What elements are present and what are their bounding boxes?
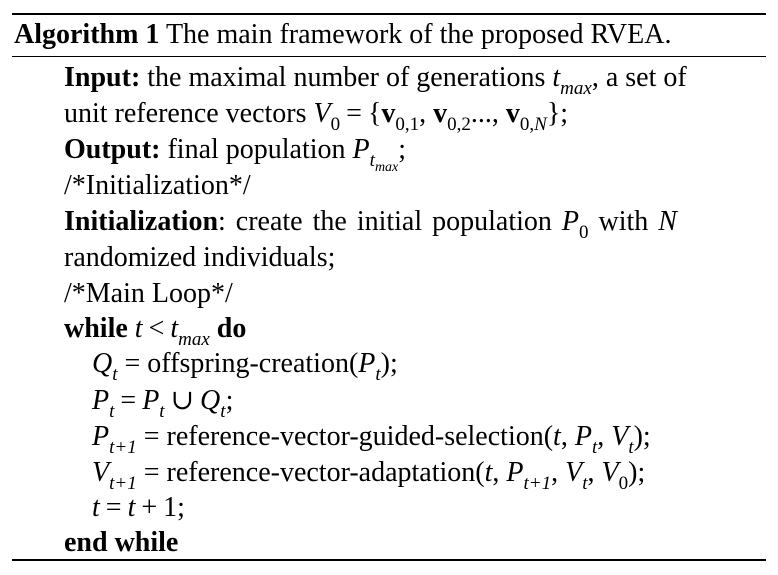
line-text: , a set of: [591, 62, 687, 93]
math-n: N: [658, 206, 677, 237]
math-loop-condition: t < tmax: [134, 313, 210, 350]
line-text: the maximal number of generations: [147, 62, 546, 93]
line-text: ;: [225, 385, 234, 416]
math-p0: P: [561, 206, 580, 237]
line-content: Initialization: create the initial popul…: [64, 206, 677, 243]
top-rule: [12, 13, 766, 15]
line-text: = offspring-creation(: [124, 348, 359, 379]
math-pt1: Pt+1: [92, 421, 137, 458]
math-qt: Qt: [92, 348, 118, 385]
line-content: t = t +1;: [92, 490, 185, 526]
line-content: Vt+1 = reference-vector-adaptation(t, Pt…: [92, 455, 646, 494]
line-content: Pt = Pt ∪ Qt;: [92, 383, 234, 422]
caption-text: The main framework of the proposed RVEA.: [165, 19, 672, 50]
line-text: with: [598, 206, 649, 237]
line-content: Qt = offspring-creation(Pt);: [92, 346, 398, 385]
line-text: : create the initial population: [218, 206, 552, 237]
line-text: final population: [167, 134, 346, 165]
line-text: = reference-vector-adaptation(: [143, 457, 485, 488]
line-content: unit reference vectors V0 = {v0,1, v0,2...…: [64, 96, 569, 135]
line-text: );: [380, 348, 398, 379]
math-vt1: Vt+1: [92, 457, 137, 494]
keyword-end-while: end while: [64, 527, 179, 558]
keyword-do: do: [216, 313, 247, 344]
line-text: unit reference vectors: [64, 98, 307, 129]
line-text: ;: [560, 98, 569, 129]
line-text: );: [628, 457, 646, 488]
math-union: Pt = Pt ∪ Qt: [92, 385, 226, 422]
caption-label: Algorithm 1: [14, 19, 160, 50]
math-args: t, Pt, Vt: [553, 421, 634, 458]
keyword-initialization: Initialization: [64, 206, 219, 237]
algorithm-box: Algorithm 1 The main framework of the pr…: [12, 0, 766, 575]
bottom-rule: [12, 559, 766, 561]
keyword-while: while: [64, 313, 128, 344]
line-text: ;: [177, 492, 185, 523]
math-args: t, Pt+1, Vt, V0: [484, 457, 629, 494]
line-content: Input: the maximal number of generations…: [64, 60, 687, 99]
math-p-tmax: Ptmax: [352, 134, 399, 175]
math-increment: t = t +1: [92, 492, 178, 523]
line-text: );: [633, 421, 651, 452]
caption-rule: [12, 56, 766, 57]
line-comment: /*Main Loop*/: [64, 278, 233, 309]
keyword-input: Input:: [64, 62, 141, 93]
algorithm-caption: Algorithm 1 The main framework of the pr…: [14, 17, 671, 53]
line-text: ;: [398, 134, 407, 165]
math-tmax: tmax: [552, 62, 592, 99]
line-text: = reference-vector-guided-selection(: [143, 421, 554, 452]
line-text: randomized individuals;: [64, 242, 336, 273]
line-content: Output: final population Ptmax;: [64, 132, 407, 175]
math-reference-vector-set: V0 = {v0,1, v0,2..., v0,N}: [313, 98, 561, 135]
keyword-output: Output:: [64, 134, 161, 165]
math-pt: Pt: [358, 348, 381, 385]
line-content: Pt+1 = reference-vector-guided-selection…: [92, 419, 651, 458]
line-comment: /*Initialization*/: [64, 170, 251, 201]
line-content: while t < tmax do: [64, 311, 247, 350]
